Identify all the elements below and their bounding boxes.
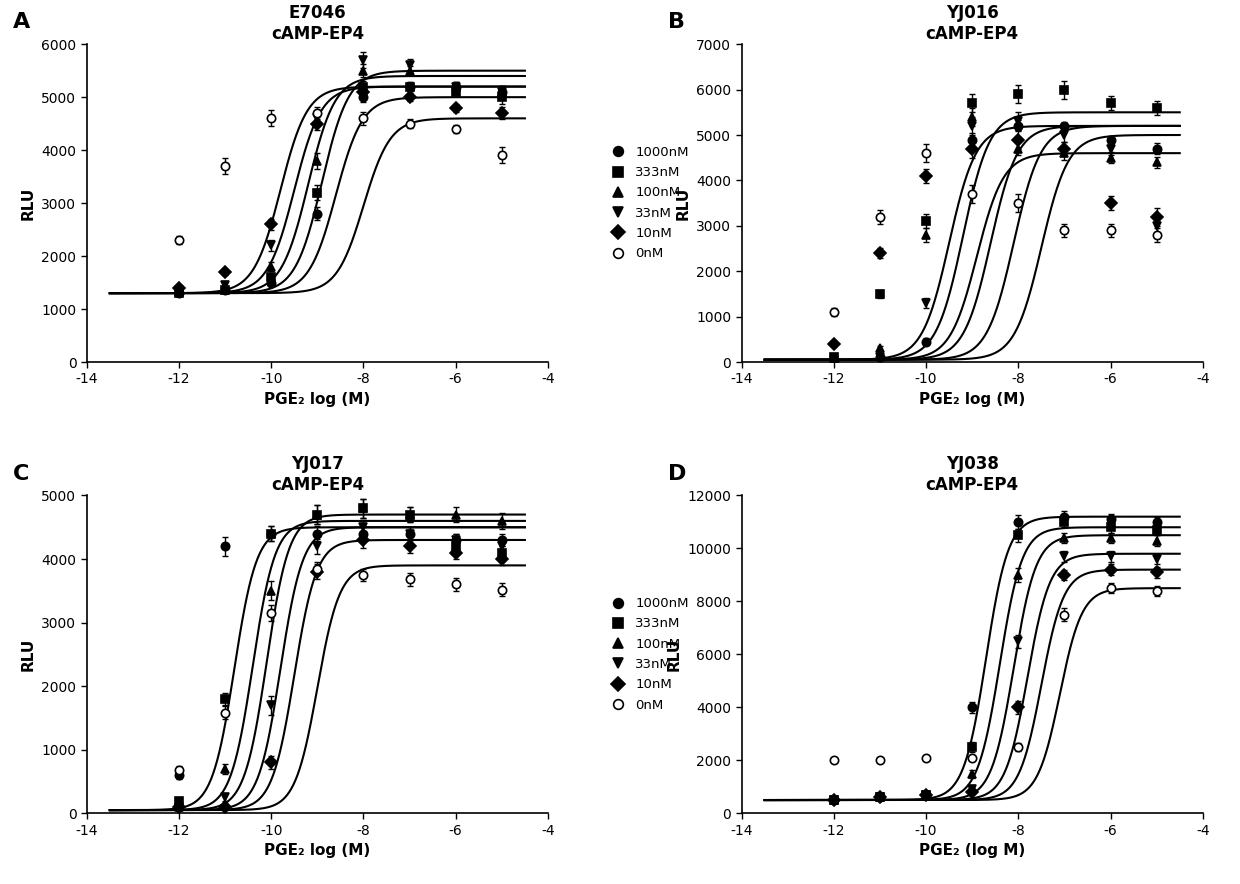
Legend: 1000nM, 333nM, 100nM, 33nM, 10nM, 0nM: 1000nM, 333nM, 100nM, 33nM, 10nM, 0nM bbox=[605, 598, 689, 712]
Y-axis label: RLU: RLU bbox=[676, 187, 691, 220]
Y-axis label: RLU: RLU bbox=[21, 637, 36, 671]
X-axis label: PGE₂ log (M): PGE₂ log (M) bbox=[264, 843, 371, 858]
Y-axis label: RLU: RLU bbox=[21, 187, 36, 220]
Text: D: D bbox=[668, 464, 686, 484]
Title: YJ038
cAMP-EP4: YJ038 cAMP-EP4 bbox=[925, 455, 1019, 494]
Y-axis label: RLU: RLU bbox=[667, 637, 682, 671]
Text: A: A bbox=[12, 12, 30, 33]
Title: YJ017
cAMP-EP4: YJ017 cAMP-EP4 bbox=[270, 455, 365, 494]
Text: B: B bbox=[668, 12, 684, 33]
Legend: 1000nM, 333nM, 100nM, 33nM, 10nM, 0nM: 1000nM, 333nM, 100nM, 33nM, 10nM, 0nM bbox=[605, 146, 689, 260]
X-axis label: PGE₂ log (M): PGE₂ log (M) bbox=[919, 392, 1025, 407]
Text: C: C bbox=[12, 464, 30, 484]
Title: YJ016
cAMP-EP4: YJ016 cAMP-EP4 bbox=[925, 4, 1019, 42]
X-axis label: PGE₂ (log M): PGE₂ (log M) bbox=[919, 843, 1025, 858]
X-axis label: PGE₂ log (M): PGE₂ log (M) bbox=[264, 392, 371, 407]
Title: E7046
cAMP-EP4: E7046 cAMP-EP4 bbox=[270, 4, 365, 42]
